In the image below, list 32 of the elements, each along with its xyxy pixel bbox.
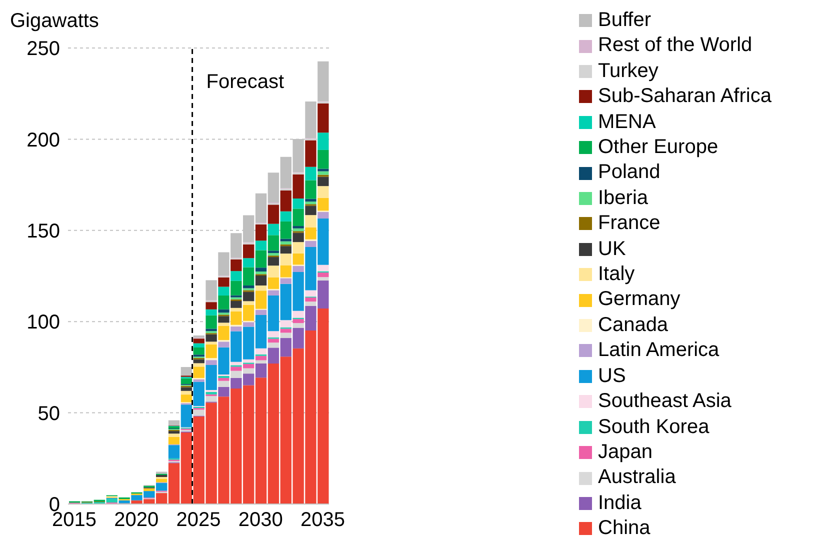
y-tick-label: 200 (26, 129, 60, 152)
legend-label: Sub-Saharan Africa (598, 84, 772, 110)
x-tick-label: 2035 (300, 509, 346, 532)
y-tick-label: 50 (38, 402, 60, 425)
legend-label: UK (598, 236, 626, 262)
legend-label: Germany (598, 287, 680, 312)
legend-label: France (598, 211, 660, 236)
legend-label: Iberia (598, 186, 648, 211)
x-tick-label: 2025 (176, 509, 221, 532)
legend-label: Buffer (598, 8, 651, 33)
legend-label: India (598, 490, 642, 516)
legend-label: MENA (598, 110, 656, 135)
y-tick-label: 150 (26, 220, 60, 242)
ref-line-label: Forecast (206, 71, 285, 93)
legend-label: Italy (598, 262, 635, 288)
x-tick-label: 2030 (238, 509, 283, 532)
legend-label: Turkey (598, 58, 658, 84)
legend-label: US (598, 364, 626, 389)
x-tick-label: 2020 (114, 509, 159, 532)
legend-label: Southeast Asia (598, 389, 732, 414)
legend-label: Australia (598, 465, 676, 490)
legend-label: Latin America (598, 338, 720, 364)
legend-label: China (598, 516, 650, 542)
legend-label: Other Europe (598, 135, 718, 160)
legend-label: South Korea (598, 414, 710, 440)
y-axis-title: Gigawatts (10, 10, 99, 33)
legend-label: Japan (598, 440, 652, 465)
legend-label: Poland (598, 160, 660, 186)
y-tick-label: 250 (26, 38, 60, 60)
legend-label: Rest of the World (598, 33, 752, 58)
legend-label: Canada (598, 312, 668, 338)
y-tick-label: 100 (26, 312, 60, 334)
